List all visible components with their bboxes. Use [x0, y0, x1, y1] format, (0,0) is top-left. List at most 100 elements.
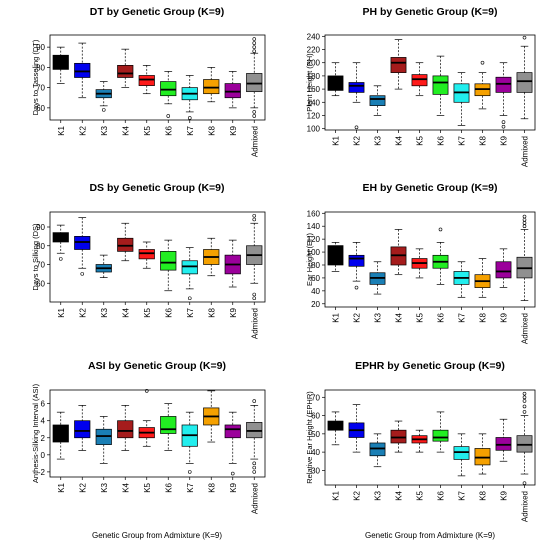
box-body: [369, 442, 386, 457]
outlier-point: [438, 227, 443, 232]
box-K3: [95, 81, 112, 112]
outlier-point: [501, 124, 506, 129]
box-K5: [138, 65, 155, 95]
outlier-point: [522, 395, 527, 400]
x-tick-label: K3: [374, 135, 383, 145]
box-K5: [411, 62, 428, 97]
plot-frame: [324, 389, 536, 486]
x-tick-label: K5: [416, 490, 425, 500]
panel-6: EPHR by Genetic Group (K=9) 30 40 50 60 70Rel…: [305, 360, 536, 522]
box-body: [203, 79, 220, 95]
y-tick-label: 80: [36, 242, 45, 251]
outlier-point: [187, 296, 192, 301]
y-tick-label: 220: [307, 46, 321, 55]
x-tick-label: K1: [332, 135, 341, 145]
y-tick-label: 20: [311, 300, 320, 309]
x-tick-label: K9: [229, 482, 238, 492]
x-tick-label: K7: [458, 135, 467, 145]
box-K3: [369, 85, 386, 116]
outlier-point: [522, 221, 527, 225]
outlier-point: [522, 35, 527, 40]
box-body: [117, 237, 134, 252]
box-K4: [117, 48, 134, 88]
x-tick-label: K3: [374, 490, 383, 500]
y-tick-label: 70: [311, 393, 320, 402]
box-body: [74, 62, 91, 78]
y-tick-label: 30: [311, 466, 320, 475]
x-tick-label: K1: [57, 482, 66, 492]
box-K6: [160, 71, 177, 118]
y-tick-label: 90: [36, 43, 45, 52]
x-tick-label: K6: [437, 135, 446, 145]
panel-4: EH by Genetic Group (K=9) 20 40 60 80 100 120 1…: [305, 182, 536, 344]
box-K9: [224, 239, 241, 288]
x-tick-label: Admixed: [250, 483, 259, 514]
box-K1: [327, 62, 344, 97]
x-tick-label: K9: [500, 312, 509, 322]
box-body: [495, 261, 512, 279]
box-Admixed: [516, 214, 533, 301]
outlier-point: [187, 470, 192, 474]
x-tick-label: K4: [395, 490, 404, 500]
box-body: [495, 76, 512, 93]
x-tick-label: K9: [500, 135, 509, 145]
x-tick-label: K8: [207, 125, 216, 135]
box-body: [138, 249, 155, 260]
y-tick-label: 70: [36, 84, 45, 93]
x-tick-label: K1: [332, 312, 341, 322]
x-tick-label: K4: [395, 312, 404, 322]
x-tick-label: K1: [57, 125, 66, 135]
box-K1: [327, 242, 344, 272]
outlier-point: [252, 217, 257, 222]
x-axis-label-left: Genetic Group from Admixture (K=9): [92, 531, 222, 540]
outlier-point: [252, 37, 257, 41]
box-K3: [95, 254, 112, 278]
box-K6: [160, 403, 177, 451]
box-K6: [432, 411, 449, 453]
outlier-point: [522, 410, 527, 414]
x-tick-label: K4: [121, 482, 130, 492]
box-K6: [160, 239, 177, 292]
x-tick-label: K4: [121, 307, 130, 317]
box-K4: [390, 229, 407, 276]
x-tick-label: K7: [458, 490, 467, 500]
box-body: [181, 260, 198, 275]
box-K8: [203, 237, 220, 277]
outlier-point: [522, 391, 527, 396]
box-K8: [203, 67, 220, 103]
box-K9: [495, 418, 512, 462]
x-tick-label: K8: [479, 312, 488, 322]
y-tick-label: 200: [307, 59, 321, 68]
x-tick-label: K8: [207, 482, 216, 492]
box-body: [224, 424, 241, 439]
x-tick-label: K6: [164, 307, 173, 317]
outlier-point: [522, 224, 527, 229]
box-K7: [453, 261, 470, 298]
panel-title: DS by Genetic Group (K=9): [89, 182, 224, 194]
x-tick-label: K3: [374, 312, 383, 322]
outlier-point: [522, 404, 527, 409]
box-K1: [52, 46, 69, 84]
y-tick-label: 240: [307, 32, 321, 41]
box-K9: [495, 248, 512, 288]
box-K1: [52, 224, 69, 261]
outlier-point: [522, 481, 527, 485]
y-tick-label: 50: [311, 430, 320, 439]
y-tick-label: 160: [307, 209, 321, 218]
outlier-point: [252, 114, 257, 118]
box-body: [369, 95, 386, 106]
outlier-point: [252, 292, 257, 297]
box-body: [74, 420, 91, 439]
box-Admixed: [246, 399, 263, 474]
x-tick-label: K6: [437, 490, 446, 500]
y-tick-label: 90: [36, 223, 45, 232]
box-K7: [181, 247, 198, 301]
x-tick-label: K5: [143, 482, 152, 492]
box-K2: [74, 42, 91, 99]
box-K4: [117, 405, 134, 451]
y-tick-label: 2: [41, 434, 46, 443]
box-K9: [224, 411, 241, 476]
outlier-point: [230, 471, 235, 476]
box-body: [74, 236, 91, 250]
x-tick-label: Admixed: [521, 491, 530, 522]
